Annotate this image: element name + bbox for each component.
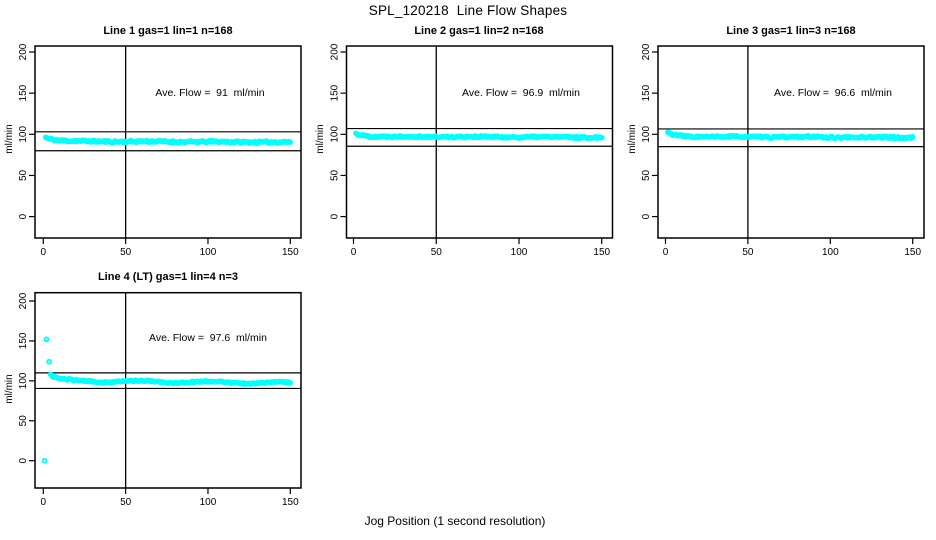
y-tick-label: 150 — [18, 332, 29, 349]
y-tick-label: 100 — [330, 126, 341, 143]
x-tick-label: 0 — [41, 247, 47, 258]
data-points — [41, 336, 294, 464]
panel-3-y-axis-label: ml/min — [627, 124, 638, 154]
x-tick-label: 0 — [663, 247, 669, 258]
y-tick-label: 50 — [641, 169, 652, 181]
y-tick-label: 100 — [641, 126, 652, 143]
y-tick-label: 0 — [641, 213, 652, 219]
y-tick-label: 150 — [641, 84, 652, 101]
data-points — [665, 129, 916, 142]
y-tick-label: 150 — [330, 84, 341, 101]
panel-2-ave-flow-annotation: Ave. Flow = 96.9 ml/min — [462, 87, 580, 99]
y-tick-label: 50 — [330, 169, 341, 181]
panel-1-plot: 0 50 100 150 200 0 50 100 150 — [18, 43, 302, 258]
data-points — [353, 130, 605, 142]
panel-3-ave-flow-annotation: Ave. Flow = 96.6 ml/min — [774, 87, 892, 99]
x-tick-label: 150 — [282, 497, 299, 508]
x-tick-label: 150 — [904, 247, 921, 258]
y-tick-label: 200 — [330, 43, 341, 60]
x-tick-label: 50 — [742, 247, 754, 258]
panel-4-y-axis-label: ml/min — [4, 374, 15, 404]
y-tick-label: 150 — [18, 84, 29, 101]
y-tick-label: 200 — [18, 292, 29, 309]
plot-box — [345, 45, 614, 239]
x-tick-label: 0 — [351, 247, 357, 258]
x-tick-label: 150 — [282, 247, 299, 258]
x-tick-label: 150 — [593, 247, 610, 258]
x-tick-label: 100 — [822, 247, 839, 258]
y-tick-label: 200 — [641, 43, 652, 60]
y-tick-label: 0 — [330, 213, 341, 219]
x-tick-label: 100 — [200, 497, 217, 508]
panel-1-ave-flow-annotation: Ave. Flow = 91 ml/min — [155, 87, 265, 99]
plot-box — [34, 45, 302, 239]
panel-2-plot: 0 50 100 150 200 0 50 100 150 — [330, 43, 614, 258]
x-tick-label: 50 — [120, 497, 132, 508]
y-tick-label: 50 — [18, 415, 29, 427]
y-tick-label: 0 — [18, 213, 29, 219]
data-points — [42, 134, 294, 147]
x-tick-label: 100 — [511, 247, 528, 258]
y-tick-label: 100 — [18, 372, 29, 389]
x-tick-label: 50 — [120, 247, 132, 258]
panel-1-y-axis-label: ml/min — [4, 124, 15, 154]
y-tick-label: 100 — [18, 126, 29, 143]
panel-4-plot: 0 50 100 150 200 0 50 100 150 — [18, 291, 302, 508]
panel-2-y-axis-label: ml/min — [315, 124, 326, 154]
x-tick-label: 0 — [41, 497, 47, 508]
y-tick-label: 200 — [18, 43, 29, 60]
x-tick-label: 100 — [200, 247, 217, 258]
y-tick-label: 50 — [18, 169, 29, 181]
x-tick-label: 50 — [431, 247, 443, 258]
panel-4-title: Line 4 (LT) gas=1 lin=4 n=3 — [97, 271, 239, 283]
plot-box — [657, 45, 925, 239]
figure-title: SPL_120218 Line Flow Shapes — [368, 3, 568, 18]
panel-2-title: Line 2 gas=1 lin=2 n=168 — [414, 25, 544, 37]
panel-3-plot: 0 50 100 150 200 0 50 100 150 — [641, 43, 925, 258]
panel-4-ave-flow-annotation: Ave. Flow = 97.6 ml/min — [149, 332, 267, 344]
panel-1-title: Line 1 gas=1 lin=1 n=168 — [103, 25, 233, 37]
x-axis-title: Jog Position (1 second resolution) — [364, 514, 546, 528]
panel-3-title: Line 3 gas=1 lin=3 n=168 — [726, 25, 856, 37]
y-tick-label: 0 — [18, 457, 29, 463]
plot-box — [34, 291, 302, 489]
